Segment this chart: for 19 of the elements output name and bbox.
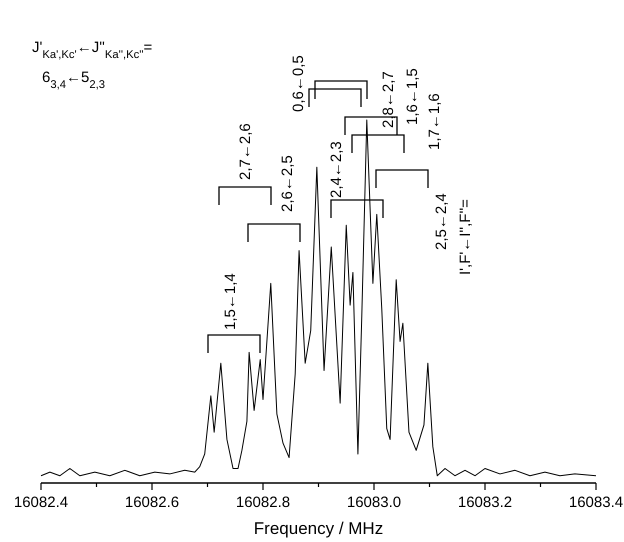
x-tick-label: 16082.8	[236, 494, 290, 511]
x-tick-label: 16082.4	[14, 494, 68, 511]
x-tick-label: 16083.2	[458, 494, 512, 511]
text: 0,6←0,5	[290, 55, 307, 112]
annotation: 2,7←2,6	[237, 123, 254, 180]
x-tick-label: 16082.6	[124, 494, 180, 511]
x-tick-label: 16083.0	[346, 494, 402, 511]
annotation: 2,6←2,5	[279, 155, 296, 212]
text: 6$_{3,4}$←5$_{2,3}$	[42, 69, 105, 91]
annotation: 1,6←1,5	[404, 68, 421, 125]
annotation: 2,8←2,7	[380, 71, 397, 128]
annotation: 2,4←2,3	[328, 141, 345, 198]
text: J'$_{Ka',Kc'}$←J''$_{Ka'',Kc''}$=	[32, 39, 153, 61]
annotation: 2,5←2,4	[433, 193, 450, 250]
x-tick-label: 16083.4	[568, 494, 624, 511]
annotation: 1,5←1,4	[222, 273, 239, 330]
annotation: I',F'←I'',F''=	[457, 198, 474, 275]
x-axis-title: Frequency / MHz	[254, 519, 384, 538]
annotation: 1,7←1,6	[426, 93, 443, 150]
